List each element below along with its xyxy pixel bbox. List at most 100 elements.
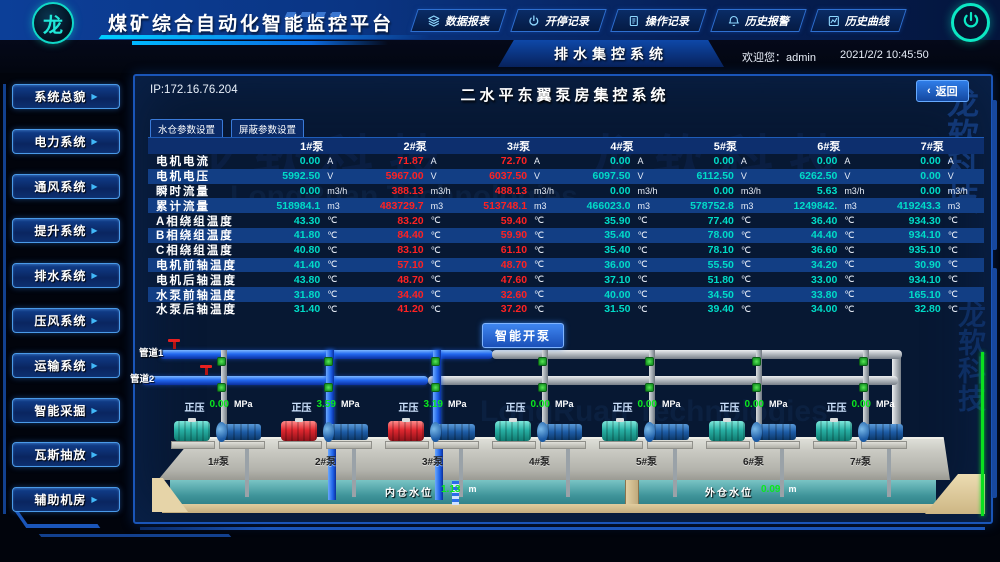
pressure-label: 正压 (184, 403, 205, 414)
column-header: 2#泵 (403, 141, 427, 153)
pump-graphic[interactable] (165, 415, 272, 453)
pump-body (858, 422, 903, 442)
cell-value: 31.40 (293, 303, 321, 316)
cell-unit: m3 (947, 200, 961, 211)
pressure-value: 3.59 (316, 399, 336, 410)
sidebar-item-auxiliary-room[interactable]: 辅助机房 ▶ (12, 487, 120, 513)
pressure-value: 0.00 (530, 399, 550, 410)
table-cell: 36.60 ℃ (777, 244, 880, 256)
nav-button-history-alarm[interactable]: 历史报警 (710, 9, 807, 32)
pedestal (540, 441, 586, 449)
basin-divider-wall (625, 480, 639, 506)
table-cell: 0.00 A (674, 155, 777, 167)
pump-graphic[interactable] (700, 415, 807, 453)
nav-button-history-curve[interactable]: 历史曲线 (810, 9, 907, 32)
table-row: 瞬时流量 0.00 m3/h 388.13 m3/h 488.13 m3/h 0.00 m3/h… (148, 184, 984, 199)
title-bar: 龙 煤矿综合自动化智能监控平台 数据报表 开停记录 操作记录 历史报警 历史曲线 (0, 0, 1000, 44)
pressure-readout: 正压 0.00 MPa (165, 399, 272, 414)
table-cell: 37.20 ℃ (467, 303, 570, 315)
sidebar-item-smart-mining[interactable]: 智能采掘 ▶ (12, 397, 120, 423)
cell-unit: ℃ (740, 244, 751, 255)
nav-button-data-report[interactable]: 数据报表 (410, 9, 507, 32)
cell-value: 44.40 (811, 229, 838, 242)
sidebar-item-power-system[interactable]: 电力系统 ▶ (12, 128, 120, 154)
sidebar-item-drainage-system[interactable]: 排水系统 ▶ (12, 263, 120, 289)
pedestal (171, 441, 215, 449)
table-cell: 35.40 ℃ (570, 229, 673, 241)
cell-value: 466023.0 (586, 199, 631, 212)
pressure-unit: MPa (233, 399, 253, 409)
report-icon (428, 14, 440, 27)
cell-value: 41.40 (293, 258, 321, 271)
cell-unit: ℃ (947, 289, 958, 300)
mask-param-settings-button[interactable]: 屏蔽参数设置 (231, 119, 305, 139)
table-cell: 77.40 ℃ (674, 215, 777, 227)
motor (602, 418, 638, 441)
red-valve-icon[interactable] (200, 365, 212, 376)
cell-unit: ℃ (740, 229, 751, 240)
pump-label: 6#泵 (742, 457, 765, 468)
table-cell: 57.10 ℃ (363, 259, 466, 271)
cell-unit: ℃ (327, 303, 338, 314)
cell-unit: ℃ (637, 303, 648, 314)
sidebar: 系统总貌 ▶ 电力系统 ▶ 通风系统 ▶ 提升系统 ▶ 排水系统 ▶ 压风系统 ▶ 运输系统 ▶ 智能采掘 ▶… (0, 76, 130, 556)
sidebar-item-gas-drainage[interactable]: 瓦斯抽放 ▶ (12, 442, 120, 468)
sidebar-item-compressed-air-system[interactable]: 压风系统 ▶ (12, 308, 120, 333)
system-title: 排水集控系统 (554, 45, 668, 62)
nav-buttons: 数据报表 开停记录 操作记录 历史报警 历史曲线 (410, 9, 907, 32)
sump-param-settings-button[interactable]: 水仓参数设置 (150, 119, 224, 139)
table-cell: 55.50 ℃ (674, 259, 777, 271)
table-cell: 72.70 A (467, 155, 570, 167)
pressure-readout: 正压 3.19 MPa (379, 399, 486, 414)
sidebar-item-system-overview[interactable]: 系统总貌 ▶ (12, 84, 120, 109)
cell-unit: ℃ (740, 259, 751, 270)
table-cell: 78.00 ℃ (674, 229, 777, 241)
table-cell: 6037.50 V (467, 170, 570, 182)
cell-value: 61.10 (500, 244, 528, 257)
table-cell: 51.80 ℃ (674, 274, 777, 286)
cell-unit: ℃ (430, 274, 441, 285)
table-cell: 578752.8 m3 (674, 200, 777, 212)
chevron-right-icon: ▶ (91, 136, 98, 146)
table-cell: 47.60 ℃ (467, 274, 570, 286)
nav-button-label: 历史报警 (745, 15, 789, 28)
table-cell: 0.00 V (881, 170, 984, 182)
back-button[interactable]: ‹ 返回 (916, 80, 969, 102)
table-header: 1#泵 2#泵 3#泵 4#泵 5#泵 6#泵 7#泵 (148, 137, 984, 154)
sidebar-item-transport-system[interactable]: 运输系统 ▶ (12, 352, 120, 378)
cell-unit: ℃ (637, 274, 648, 285)
nav-button-start-stop-record[interactable]: 开停记录 (510, 9, 607, 32)
cell-unit: A (327, 156, 334, 167)
sidebar-item-hoist-system[interactable]: 提升系统 ▶ (12, 218, 120, 244)
cell-value: 55.50 (707, 258, 734, 271)
pressure-label: 正压 (719, 403, 740, 414)
smart-pump-start-button[interactable]: 智能开泵 (482, 323, 565, 348)
cell-unit: A (740, 156, 747, 167)
table-cell: 44.40 ℃ (777, 229, 880, 241)
table-cell: 35.90 ℃ (570, 215, 673, 227)
table-cell: 0.00 A (881, 155, 984, 167)
nav-button-operation-record[interactable]: 操作记录 (610, 9, 707, 32)
power-button[interactable] (951, 3, 990, 42)
table-cell: 935.10 ℃ (881, 244, 984, 256)
pump-graphic[interactable] (807, 415, 914, 453)
cell-unit: ℃ (740, 215, 751, 226)
table-cell: 6112.50 V (674, 170, 777, 182)
red-valve-icon[interactable] (168, 339, 180, 350)
cell-unit: ℃ (430, 303, 441, 314)
pressure-unit: MPa (768, 399, 788, 409)
pump-graphic[interactable] (272, 415, 379, 453)
cell-value: 33.00 (811, 273, 838, 286)
column-header: 3#泵 (506, 141, 531, 153)
pump-graphic[interactable] (379, 415, 486, 453)
sidebar-item-ventilation-system[interactable]: 通风系统 ▶ (12, 173, 120, 199)
table-cell: 34.40 ℃ (363, 289, 466, 301)
cell-value: 578752.8 (690, 199, 734, 212)
pump-graphic[interactable] (593, 415, 700, 453)
table-cell: 36.00 ℃ (570, 259, 673, 271)
table-cell: 59.90 ℃ (467, 229, 570, 241)
table-cell: 0.00 A (260, 155, 363, 167)
pressure-label: 正压 (612, 403, 633, 414)
cell-value: 34.20 (811, 258, 838, 271)
pump-graphic[interactable] (486, 415, 593, 453)
